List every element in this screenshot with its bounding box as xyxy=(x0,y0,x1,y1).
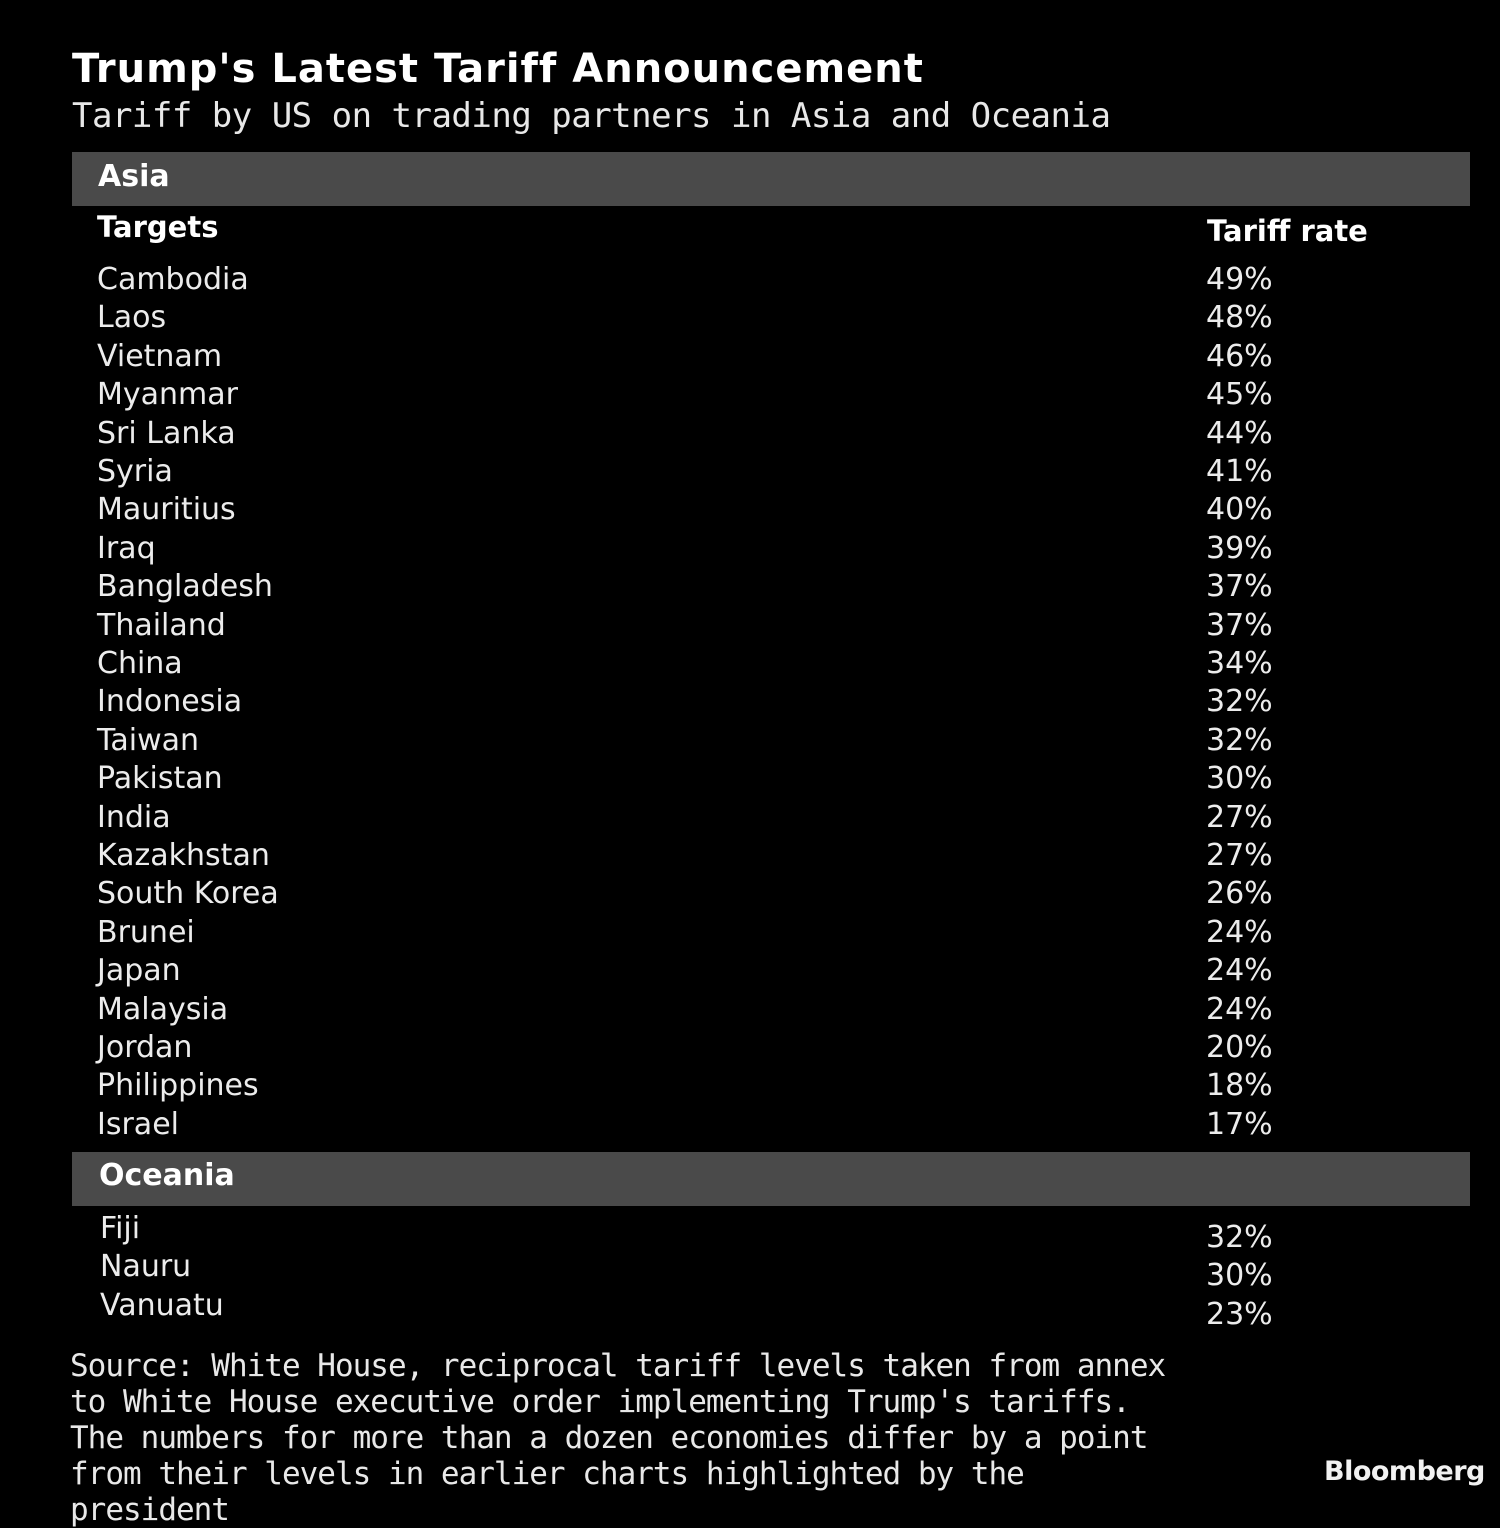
tariff-rate-value: 23% xyxy=(1206,1296,1273,1332)
target-name: South Korea xyxy=(97,876,279,912)
tariff-rate-value: 30% xyxy=(1206,761,1273,797)
tariff-rate-value: 46% xyxy=(1206,338,1273,374)
target-name: Vietnam xyxy=(97,338,223,374)
tariff-rate-value: 37% xyxy=(1206,569,1273,605)
tariff-rate-value: 24% xyxy=(1206,953,1273,989)
target-name: Myanmar xyxy=(97,377,238,413)
tariff-rate-value: 17% xyxy=(1206,1106,1273,1142)
section-label-asia: Asia xyxy=(98,159,170,194)
tariff-rate-value: 49% xyxy=(1206,262,1273,297)
target-name: Fiji xyxy=(100,1211,141,1246)
source-note: Source: White House, reciprocal tariff l… xyxy=(70,1348,1166,1528)
target-name: India xyxy=(97,799,171,835)
target-name: Israel xyxy=(97,1106,179,1142)
tariff-rate-value: 34% xyxy=(1206,646,1273,681)
chart-subtitle: Tariff by US on trading partners in Asia… xyxy=(72,96,1111,136)
tariff-rate-value: 32% xyxy=(1206,1220,1273,1255)
target-name: Philippines xyxy=(97,1068,259,1104)
target-name: Japan xyxy=(97,953,181,989)
column-header-targets: Targets xyxy=(97,210,219,244)
section-header-asia: Asia xyxy=(72,152,1470,206)
tariff-rate-value: 27% xyxy=(1206,799,1273,835)
tariff-rate-value: 24% xyxy=(1206,914,1273,950)
chart-title: Trump's Latest Tariff Announcement xyxy=(72,46,924,92)
tariff-rate-value: 32% xyxy=(1206,722,1273,758)
target-name: Malaysia xyxy=(97,991,229,1027)
tariff-rate-value: 41% xyxy=(1206,454,1273,489)
section-header-oceania: Oceania xyxy=(72,1152,1470,1206)
target-name: Jordan xyxy=(97,1030,193,1065)
target-name: Laos xyxy=(97,300,167,336)
target-name: Vanuatu xyxy=(100,1287,224,1323)
target-name: Cambodia xyxy=(97,262,249,297)
target-name: Bangladesh xyxy=(97,569,273,605)
section-label-oceania: Oceania xyxy=(99,1158,235,1193)
target-name: Nauru xyxy=(100,1249,192,1285)
bloomberg-logo: Bloomberg xyxy=(1324,1456,1485,1487)
tariff-rate-value: 24% xyxy=(1206,991,1273,1027)
tariff-rate-value: 40% xyxy=(1206,492,1273,528)
tariff-rate-value: 26% xyxy=(1206,876,1273,912)
target-name: Thailand xyxy=(97,607,226,643)
tariff-rate-value: 44% xyxy=(1206,415,1273,451)
target-name: China xyxy=(97,646,183,681)
target-name: Brunei xyxy=(97,914,195,950)
tariff-rate-value: 20% xyxy=(1206,1030,1273,1065)
tariff-rate-value: 37% xyxy=(1206,607,1273,643)
tariff-rate-value: 32% xyxy=(1206,684,1273,720)
target-name: Pakistan xyxy=(97,761,223,797)
target-name: Mauritius xyxy=(97,492,236,528)
tariff-rate-value: 30% xyxy=(1206,1258,1273,1294)
tariff-rate-value: 45% xyxy=(1206,377,1273,413)
tariff-rate-value: 39% xyxy=(1206,530,1273,566)
target-name: Iraq xyxy=(97,530,156,566)
tariff-rate-value: 27% xyxy=(1206,838,1273,873)
target-name: Indonesia xyxy=(97,684,243,720)
target-name: Taiwan xyxy=(97,722,200,758)
target-name: Kazakhstan xyxy=(97,838,270,873)
target-name: Syria xyxy=(97,454,173,489)
tariff-rate-value: 18% xyxy=(1206,1068,1273,1104)
target-name: Sri Lanka xyxy=(97,415,236,451)
tariff-rate-value: 48% xyxy=(1206,300,1273,336)
column-header-tariff-rate: Tariff rate xyxy=(1207,214,1368,248)
